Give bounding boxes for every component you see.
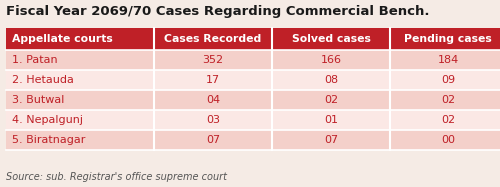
Bar bbox=[6, 50, 500, 70]
Text: 02: 02 bbox=[441, 115, 455, 125]
Text: 1. Patan: 1. Patan bbox=[12, 55, 58, 65]
Text: 2. Hetauda: 2. Hetauda bbox=[12, 75, 74, 85]
Text: 184: 184 bbox=[438, 55, 458, 65]
Text: Cases Recorded: Cases Recorded bbox=[164, 34, 262, 44]
Text: Appellate courts: Appellate courts bbox=[12, 34, 113, 44]
Bar bbox=[6, 70, 500, 90]
Text: 352: 352 bbox=[202, 55, 224, 65]
Text: 04: 04 bbox=[206, 95, 220, 105]
Text: 08: 08 bbox=[324, 75, 338, 85]
Text: Source: sub. Registrar's office supreme court: Source: sub. Registrar's office supreme … bbox=[6, 172, 227, 182]
Bar bbox=[390, 28, 500, 50]
Text: 5. Biratnagar: 5. Biratnagar bbox=[12, 135, 86, 145]
Text: 166: 166 bbox=[320, 55, 342, 65]
Bar bbox=[6, 90, 500, 110]
Text: 00: 00 bbox=[441, 135, 455, 145]
Text: 01: 01 bbox=[324, 115, 338, 125]
Text: Solved cases: Solved cases bbox=[292, 34, 370, 44]
Text: 02: 02 bbox=[324, 95, 338, 105]
Text: 03: 03 bbox=[206, 115, 220, 125]
Text: 3. Butwal: 3. Butwal bbox=[12, 95, 64, 105]
Text: 07: 07 bbox=[206, 135, 220, 145]
Text: 07: 07 bbox=[324, 135, 338, 145]
Text: 02: 02 bbox=[441, 95, 455, 105]
Text: 4. Nepalgunj: 4. Nepalgunj bbox=[12, 115, 83, 125]
Bar bbox=[6, 110, 500, 130]
Bar bbox=[272, 28, 390, 50]
Bar bbox=[6, 28, 154, 50]
Text: Pending cases: Pending cases bbox=[404, 34, 492, 44]
Bar bbox=[6, 130, 500, 150]
Text: 17: 17 bbox=[206, 75, 220, 85]
Text: Fiscal Year 2069/70 Cases Regarding Commercial Bench.: Fiscal Year 2069/70 Cases Regarding Comm… bbox=[6, 5, 430, 18]
Bar bbox=[154, 28, 272, 50]
Text: 09: 09 bbox=[441, 75, 455, 85]
